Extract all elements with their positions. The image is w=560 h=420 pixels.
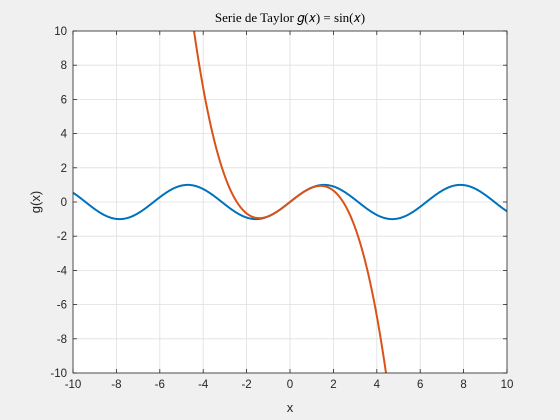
x-tick-label: -8: [111, 379, 121, 391]
x-tick-label: 2: [330, 379, 336, 391]
y-tick-label: 0: [61, 197, 67, 209]
x-axis-label: x: [287, 400, 294, 415]
y-axis-label: g(x): [28, 191, 43, 213]
x-tick-label: -10: [65, 379, 82, 391]
x-tick-label: 10: [501, 379, 514, 391]
y-tick-label: -6: [57, 300, 67, 312]
y-tick-label: -2: [57, 231, 67, 243]
x-tick-label: -6: [155, 379, 165, 391]
y-tick-label: 2: [61, 163, 67, 175]
y-tick-label: -8: [57, 334, 67, 346]
x-tick-label: -2: [241, 379, 251, 391]
x-tick-label: 0: [287, 379, 293, 391]
y-tick-label: -4: [57, 265, 68, 277]
y-tick-label: 8: [61, 60, 67, 72]
y-tick-label: 6: [61, 94, 67, 106]
x-tick-label: 4: [374, 379, 381, 391]
x-tick-label: -4: [198, 379, 209, 391]
y-tick-label: 4: [61, 129, 68, 141]
y-tick-label: 10: [54, 26, 67, 38]
x-tick-label: 8: [460, 379, 466, 391]
chart-title: Serie de Taylor 𝑔(𝑥) = sin(𝑥): [215, 10, 365, 25]
x-tick-label: 6: [417, 379, 423, 391]
y-tick-label: -10: [50, 368, 67, 380]
